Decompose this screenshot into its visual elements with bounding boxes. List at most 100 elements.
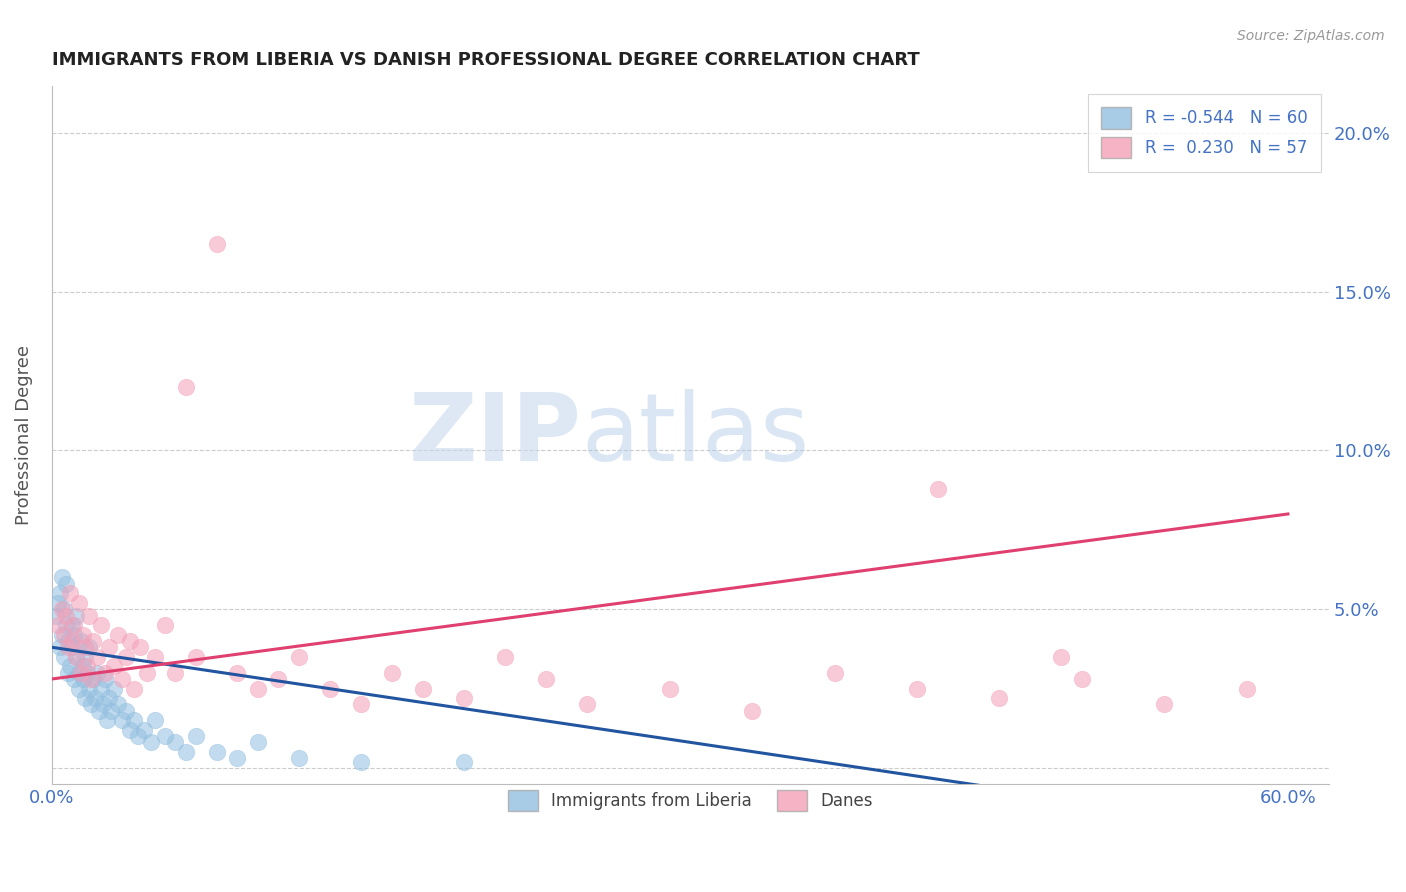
Point [51,627,73,641]
Point [77,681,100,696]
Point [49,640,72,655]
Point [84,691,107,706]
Point [67,665,90,680]
Point [98,640,121,655]
Point [58,665,80,680]
Point [46,618,69,632]
Point [184,729,207,743]
Point [1050,649,1073,664]
Point [63,627,86,641]
Point [122,681,145,696]
Point [153,618,176,632]
Point [73,649,96,664]
Point [129,640,152,655]
Point [267,672,290,686]
Point [59,659,82,673]
Point [80,698,103,712]
Point [51,602,73,616]
Point [494,649,516,664]
Point [60,640,83,655]
Point [165,665,187,680]
Point [927,482,949,496]
Point [118,723,141,737]
Point [77,608,100,623]
Point [165,735,187,749]
Point [82,634,104,648]
Point [205,237,228,252]
Point [1153,698,1175,712]
Point [58,634,80,648]
Point [86,665,108,680]
Point [115,704,138,718]
Point [100,704,122,718]
Text: IMMIGRANTS FROM LIBERIA VS DANISH PROFESSIONAL DEGREE CORRELATION CHART: IMMIGRANTS FROM LIBERIA VS DANISH PROFES… [52,51,920,69]
Point [63,618,86,632]
Point [134,723,156,737]
Point [127,729,149,743]
Point [76,665,98,680]
Point [111,672,134,686]
Point [107,627,129,641]
Point [91,698,114,712]
Point [73,640,96,655]
Point [905,681,928,696]
Point [319,681,342,696]
Point [86,649,108,664]
Point [90,618,112,632]
Point [288,649,311,664]
Point [1236,681,1258,696]
Point [103,681,125,696]
Point [350,698,373,712]
Point [94,672,117,686]
Point [658,681,681,696]
Point [63,672,86,686]
Point [65,649,87,664]
Point [76,659,98,673]
Point [69,665,91,680]
Point [107,698,129,712]
Point [80,672,103,686]
Point [60,634,83,648]
Point [72,672,94,686]
Y-axis label: Professional Degree: Professional Degree [15,344,32,524]
Point [246,735,269,749]
Legend: Immigrants from Liberia, Danes: Immigrants from Liberia, Danes [495,776,886,824]
Point [534,672,557,686]
Point [350,755,373,769]
Point [174,380,197,394]
Point [60,618,83,632]
Point [77,640,100,655]
Point [98,691,121,706]
Point [94,665,117,680]
Point [741,704,763,718]
Point [82,672,104,686]
Point [184,649,207,664]
Point [45,608,67,623]
Point [55,608,77,623]
Point [96,713,118,727]
Text: ZIP: ZIP [409,389,582,481]
Point [205,745,228,759]
Point [288,751,311,765]
Point [53,627,76,641]
Point [55,618,77,632]
Point [122,713,145,727]
Point [111,713,134,727]
Point [103,659,125,673]
Point [65,649,87,664]
Point [90,681,112,696]
Text: atlas: atlas [582,389,810,481]
Point [143,713,166,727]
Point [226,665,249,680]
Point [49,586,72,600]
Point [72,627,94,641]
Point [135,665,157,680]
Point [153,729,176,743]
Point [381,665,404,680]
Point [453,755,475,769]
Point [69,634,91,648]
Point [174,745,197,759]
Point [53,602,76,616]
Point [65,608,87,623]
Point [143,649,166,664]
